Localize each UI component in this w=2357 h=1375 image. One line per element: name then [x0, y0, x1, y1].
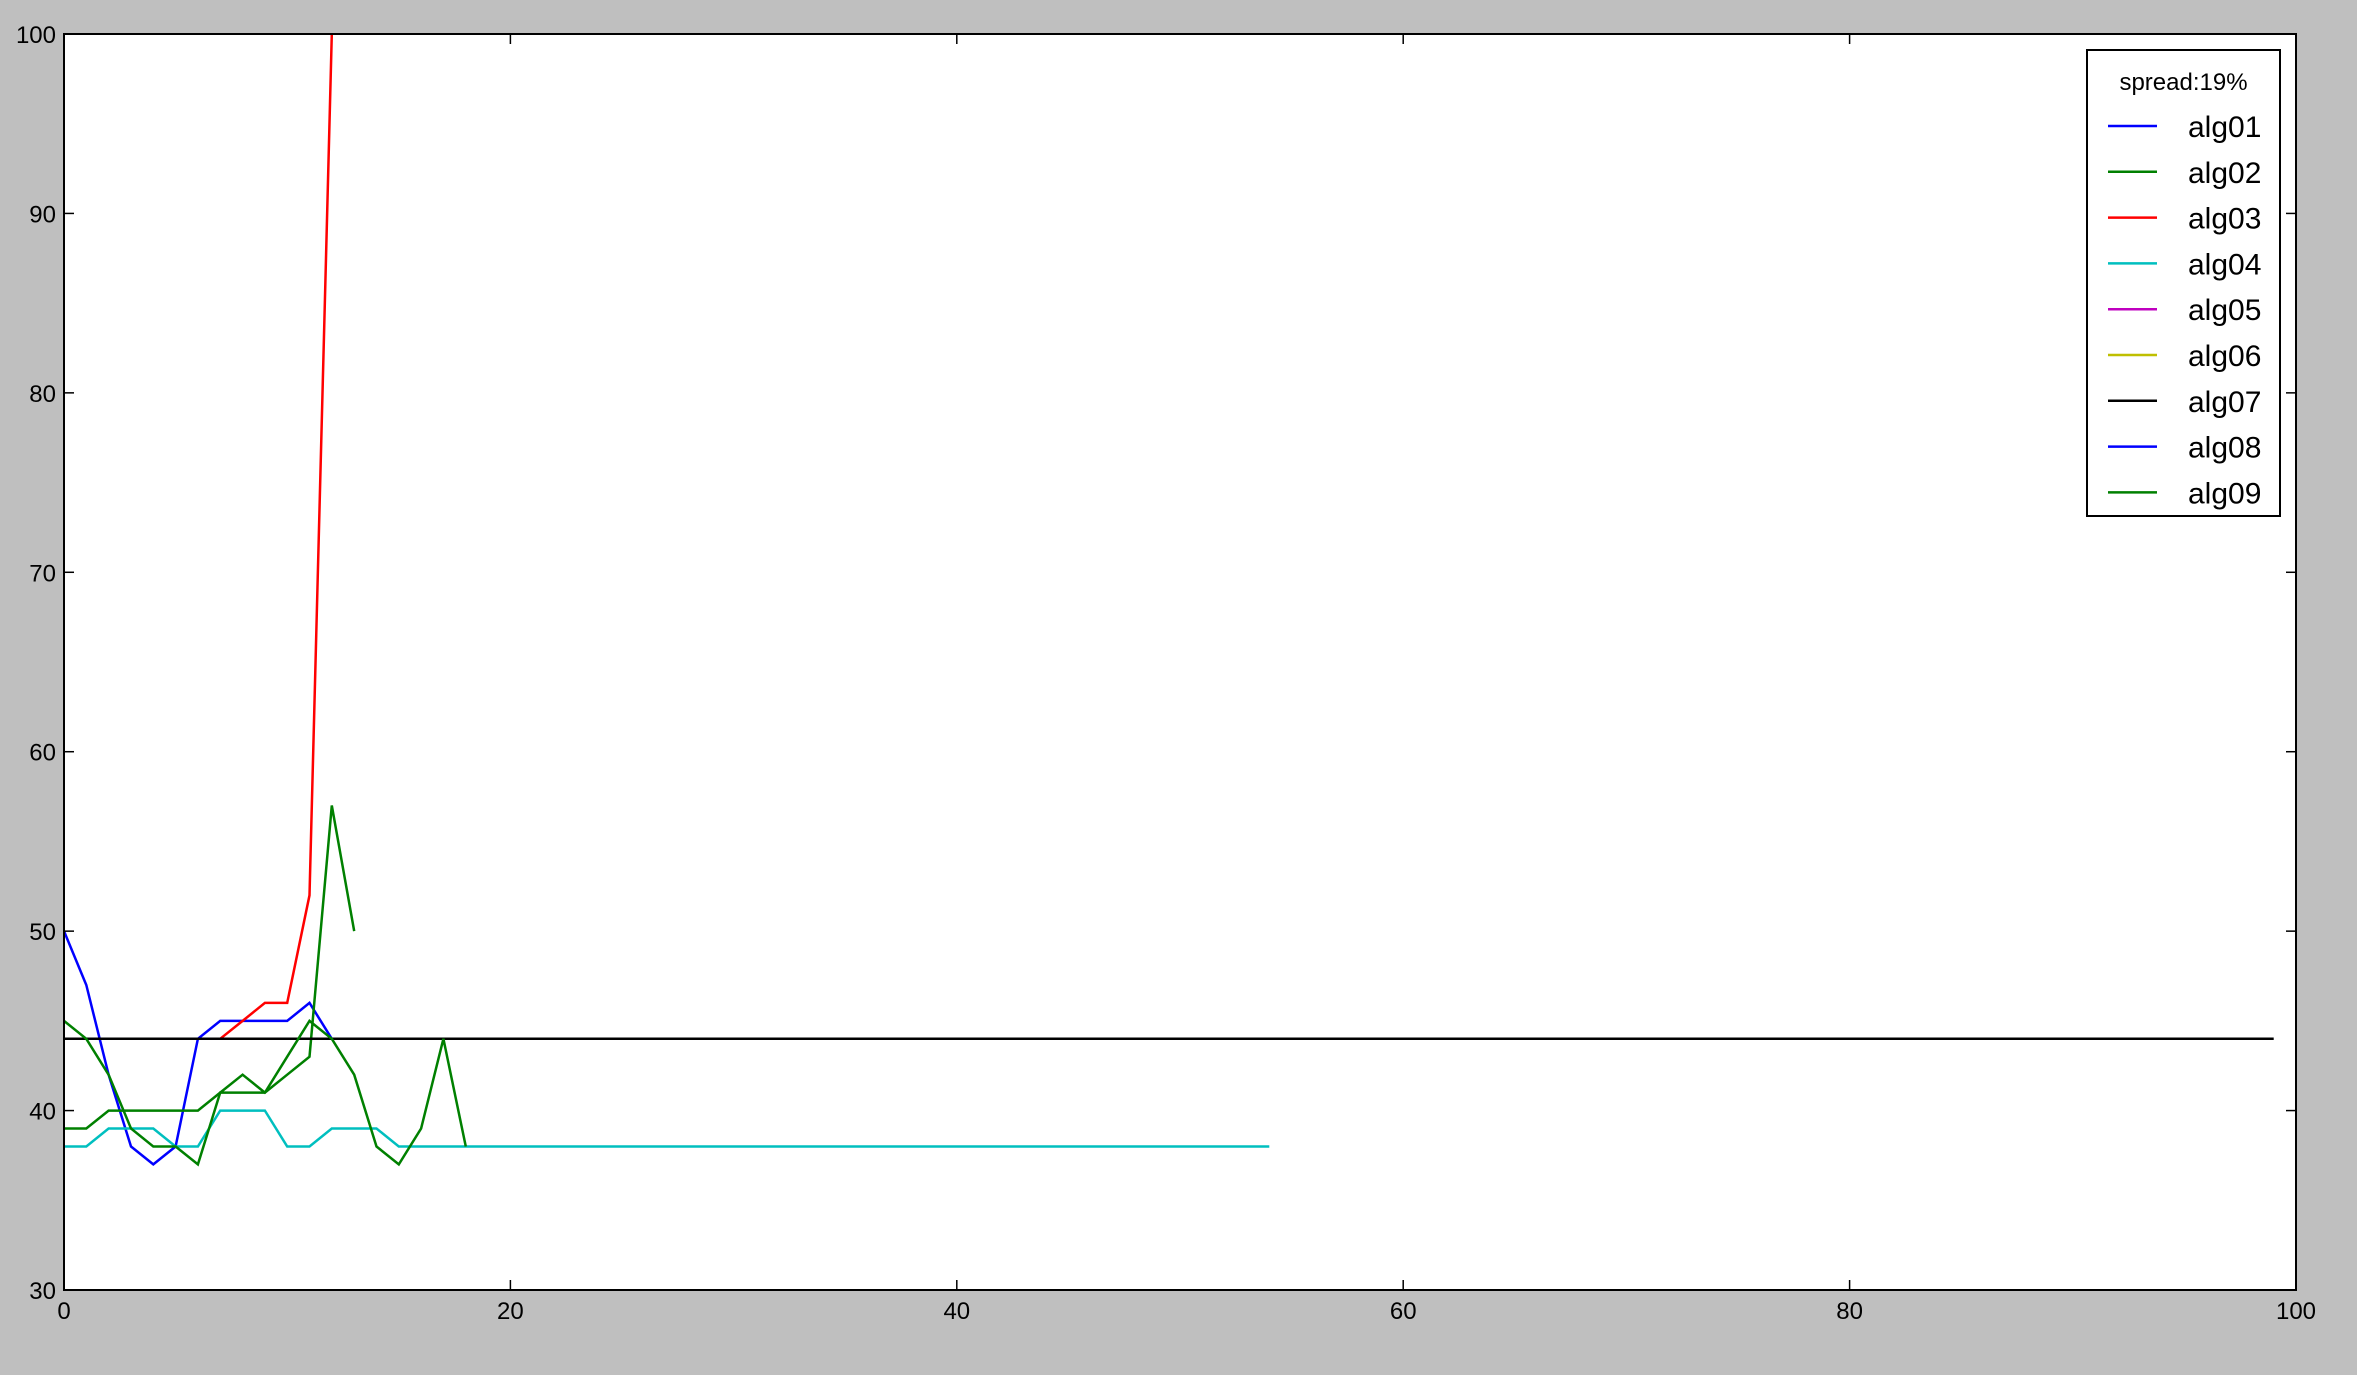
legend-label-alg06: alg06	[2188, 340, 2261, 373]
x-tick-label: 100	[2276, 1298, 2316, 1325]
y-tick-label: 30	[29, 1278, 56, 1305]
ticks-layer: 0 20 40 60 80 100 30 40 50 60 70 80 90 100	[16, 22, 2316, 1325]
y-tick-label: 60	[29, 740, 56, 767]
x-tick-label: 20	[497, 1298, 524, 1325]
legend-title: spread:19%	[2119, 69, 2247, 96]
x-tick-label: 40	[943, 1298, 970, 1325]
series-layer	[64, 34, 2274, 1167]
legend-label-alg09: alg09	[2188, 477, 2261, 510]
x-tick-label: 0	[57, 1298, 70, 1325]
legend: spread:19% alg01 alg02 alg03 alg04 alg05 alg06…	[2086, 49, 2281, 517]
y-tick-label: 70	[29, 560, 56, 587]
x-tick-label: 80	[1836, 1298, 1863, 1325]
legend-label-alg02: alg02	[2188, 157, 2261, 190]
y-tick-label: 90	[29, 201, 56, 228]
legend-label-alg04: alg04	[2188, 248, 2261, 281]
plot-background	[64, 34, 2296, 1290]
plot-frame	[63, 33, 2297, 1291]
series-line-alg09	[64, 1019, 468, 1167]
y-tick-label: 100	[16, 22, 56, 49]
x-tick-label: 60	[1390, 1298, 1417, 1325]
legend-label-alg05: alg05	[2188, 294, 2261, 327]
y-tick-label: 80	[29, 381, 56, 408]
series-line-alg04	[64, 1109, 1270, 1148]
legend-label-alg03: alg03	[2188, 203, 2261, 236]
legend-label-alg07: alg07	[2188, 386, 2261, 419]
series-line-alg02	[64, 805, 356, 1130]
legend-label-alg08: alg08	[2188, 432, 2261, 465]
y-tick-label: 50	[29, 919, 56, 946]
y-tick-label: 40	[29, 1099, 56, 1126]
legend-box	[2086, 49, 2281, 517]
legend-label-alg01: alg01	[2188, 111, 2261, 144]
